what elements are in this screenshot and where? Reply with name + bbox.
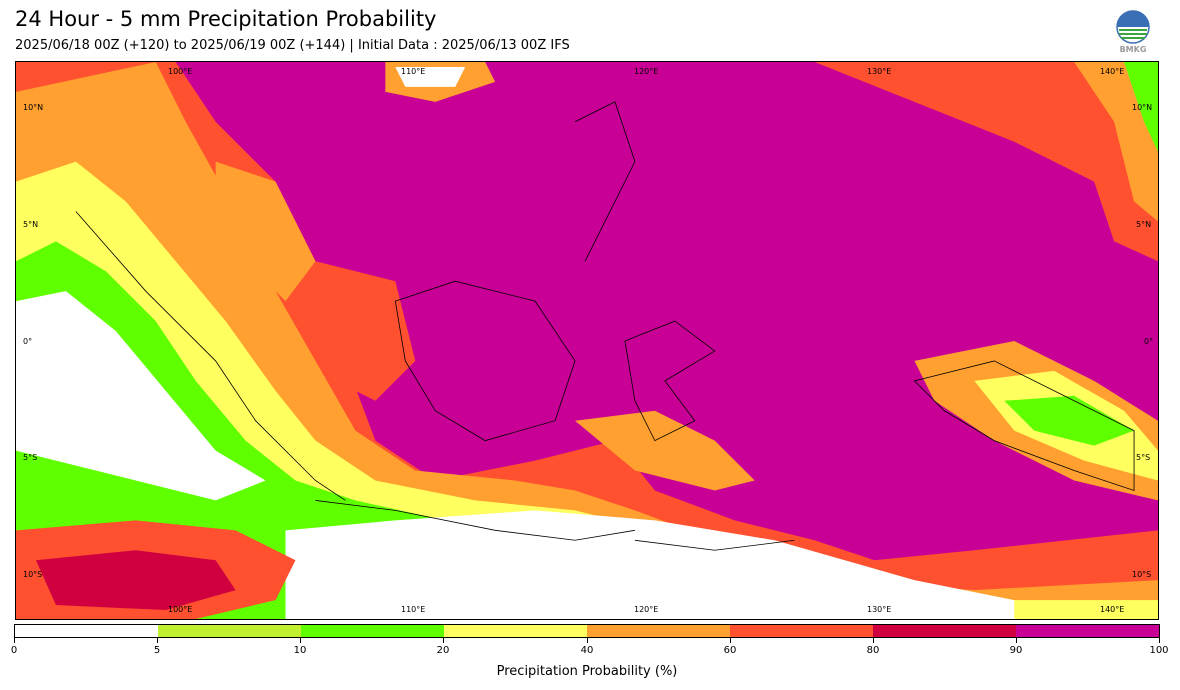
- map-subtitle: 2025/06/18 00Z (+120) to 2025/06/19 00Z …: [15, 38, 570, 53]
- lon-label-top: 140°E: [1100, 67, 1125, 76]
- lon-label-bottom: 110°E: [401, 605, 426, 614]
- colorbar-segment: [1016, 625, 1159, 637]
- lat-label-right: 5°S: [1136, 453, 1151, 462]
- colorbar-segment: [730, 625, 873, 637]
- colorbar-tick-label: 40: [580, 645, 594, 656]
- colorbar-tick-label: 80: [866, 645, 880, 656]
- colorbar-tick-label: 90: [1009, 645, 1023, 656]
- colorbar-tick-label: 0: [10, 645, 18, 656]
- colorbar-tick: [1159, 638, 1160, 643]
- colorbar-segment: [873, 625, 1016, 637]
- colorbar-title: Precipitation Probability (%): [496, 664, 678, 679]
- lat-label-left: 10°S: [23, 570, 43, 579]
- svg-text:BMKG: BMKG: [1120, 45, 1147, 54]
- lon-label-bottom: 130°E: [867, 605, 892, 614]
- colorbar-tick: [730, 638, 731, 643]
- lat-label-left: 5°N: [23, 220, 39, 229]
- lat-label-right: 0°: [1144, 337, 1154, 346]
- colorbar-tick: [443, 638, 444, 643]
- lat-label-right: 10°N: [1132, 103, 1153, 112]
- colorbar-tick-label: 5: [153, 645, 161, 656]
- lon-label-top: 110°E: [401, 67, 426, 76]
- lon-label-bottom: 140°E: [1100, 605, 1125, 614]
- lat-label-left: 0°: [23, 337, 33, 346]
- colorbar-segment: [15, 625, 158, 637]
- lon-label-bottom: 120°E: [634, 605, 659, 614]
- lat-label-right: 10°S: [1132, 570, 1152, 579]
- colorbar-tick-label: 10: [293, 645, 307, 656]
- lat-label-right: 5°N: [1136, 220, 1152, 229]
- colorbar-segment: [158, 625, 301, 637]
- colorbar-tick-label: 100: [1149, 645, 1169, 656]
- bmkg-logo: BMKG: [1113, 10, 1153, 56]
- colorbar-tick: [157, 638, 158, 643]
- colorbar-segment: [444, 625, 587, 637]
- lon-label-top: 100°E: [168, 67, 193, 76]
- colorbar: [14, 624, 1160, 638]
- colorbar-tick: [873, 638, 874, 643]
- precipitation-map[interactable]: 100°E 110°E 120°E 130°E 140°E 100°E 110°…: [15, 61, 1159, 620]
- map-title: 24 Hour - 5 mm Precipitation Probability: [15, 7, 437, 31]
- lat-label-left: 10°N: [23, 103, 44, 112]
- lat-label-left: 5°S: [23, 453, 38, 462]
- colorbar-tick: [1016, 638, 1017, 643]
- colorbar-tick-label: 20: [436, 645, 450, 656]
- lon-label-top: 120°E: [634, 67, 659, 76]
- lon-label-bottom: 100°E: [168, 605, 193, 614]
- colorbar-segment: [301, 625, 444, 637]
- colorbar-segment: [587, 625, 730, 637]
- colorbar-tick: [587, 638, 588, 643]
- colorbar-tick-label: 60: [723, 645, 737, 656]
- lon-label-top: 130°E: [867, 67, 892, 76]
- colorbar-tick: [300, 638, 301, 643]
- colorbar-tick: [14, 638, 15, 643]
